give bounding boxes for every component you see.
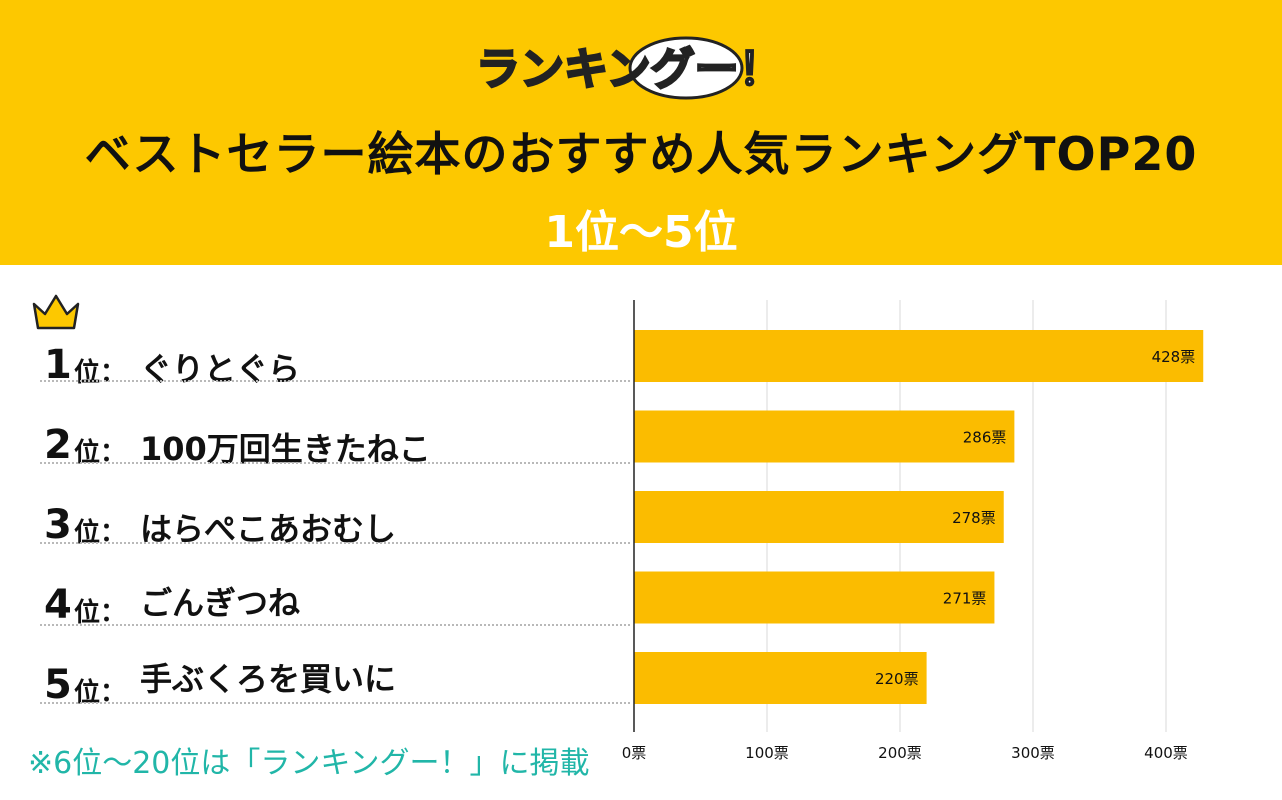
bar — [634, 652, 927, 704]
bar-value-label: 271票 — [943, 590, 987, 608]
logo-text: ランキングー！ — [476, 44, 783, 95]
rank-number: 2 — [44, 422, 72, 468]
bar-value-label: 286票 — [963, 429, 1007, 447]
x-tick-label: 200票 — [878, 744, 922, 762]
vote-bar-chart: 428票 286票 278票 271票 220票 0票 100票 200票 300票 400票 — [622, 300, 1204, 762]
x-tick-label: 300票 — [1011, 744, 1055, 762]
rank-suffix: 位： — [74, 358, 127, 388]
bar-value-label: 220票 — [875, 670, 919, 688]
row-divider — [40, 702, 630, 704]
rank-row-4: 4 位： ごんぎつね — [40, 572, 630, 652]
page-subtitle: 1位〜5位 — [544, 207, 738, 258]
rank-title: ごんぎつね — [140, 584, 301, 622]
header-banner: ランキングー！ ベストセラー絵本のおすすめ人気ランキングTOP20 1位〜5位 — [0, 0, 1282, 265]
x-tick-label: 0票 — [622, 744, 647, 762]
row-divider — [40, 542, 630, 544]
crown-icon — [32, 294, 80, 330]
rank-title: 100万回生きたねこ — [140, 430, 431, 468]
bar-value-label: 278票 — [952, 509, 996, 527]
rank-title: 手ぶくろを買いに — [140, 660, 397, 698]
row-divider — [40, 462, 630, 464]
bar — [634, 491, 1004, 543]
page-title: ベストセラー絵本のおすすめ人気ランキングTOP20 — [84, 127, 1198, 181]
x-tick-label: 400票 — [1144, 744, 1188, 762]
bar — [634, 330, 1204, 382]
rank-title: ぐりとぐら — [140, 350, 301, 388]
rank-row-1: 1 位： ぐりとぐら — [40, 332, 630, 412]
rank-title: はらぺこあおむし — [140, 510, 397, 548]
rank-number: 5 — [44, 662, 72, 708]
rank-number: 4 — [44, 582, 72, 628]
rank-row-5: 5 位： 手ぶくろを買いに — [40, 652, 630, 732]
row-divider — [40, 380, 630, 382]
rank-row-2: 2 位： 100万回生きたねこ — [40, 412, 630, 492]
bar-value-label: 428票 — [1152, 348, 1196, 366]
bar — [634, 571, 995, 624]
rank-suffix: 位： — [74, 598, 127, 628]
x-tick-label: 100票 — [745, 744, 789, 762]
rank-number: 3 — [44, 502, 72, 548]
ranking-logo: ランキングー！ — [475, 36, 784, 100]
row-divider — [40, 624, 630, 626]
rank-row-3: 3 位： はらぺこあおむし — [40, 492, 630, 572]
bar — [634, 410, 1015, 463]
footnote: ※6位〜20位は「ランキングー！」に掲載 — [28, 746, 590, 781]
